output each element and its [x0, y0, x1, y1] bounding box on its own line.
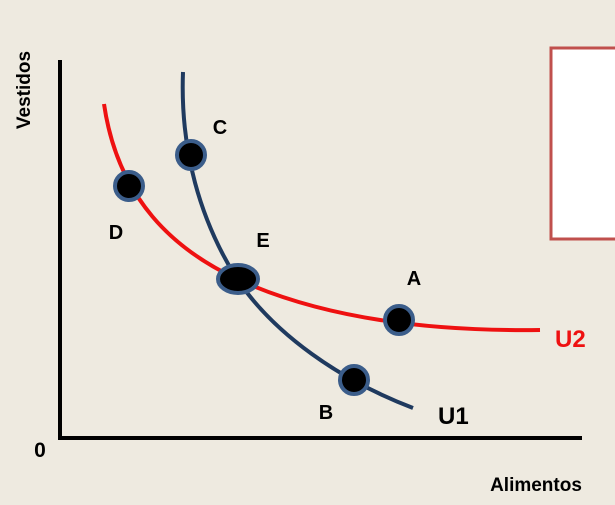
x-axis-label: Alimentos [490, 475, 582, 496]
point-label-b: B [319, 402, 333, 424]
empty-text-box [549, 46, 615, 241]
point-label-c: C [213, 117, 227, 139]
point-c [175, 139, 207, 171]
point-e [216, 263, 260, 295]
point-a [383, 304, 415, 336]
curve-label-u2: U2 [555, 326, 586, 353]
point-label-e: E [256, 230, 269, 252]
curve-label-u1: U1 [438, 403, 469, 430]
point-label-d: D [109, 222, 123, 244]
indifference-curve-u2 [102, 103, 541, 333]
y-axis-label: Vestidos [14, 51, 35, 129]
point-label-a: A [407, 268, 421, 290]
point-d [113, 170, 145, 202]
point-b [338, 364, 370, 396]
origin-label: 0 [34, 439, 46, 462]
